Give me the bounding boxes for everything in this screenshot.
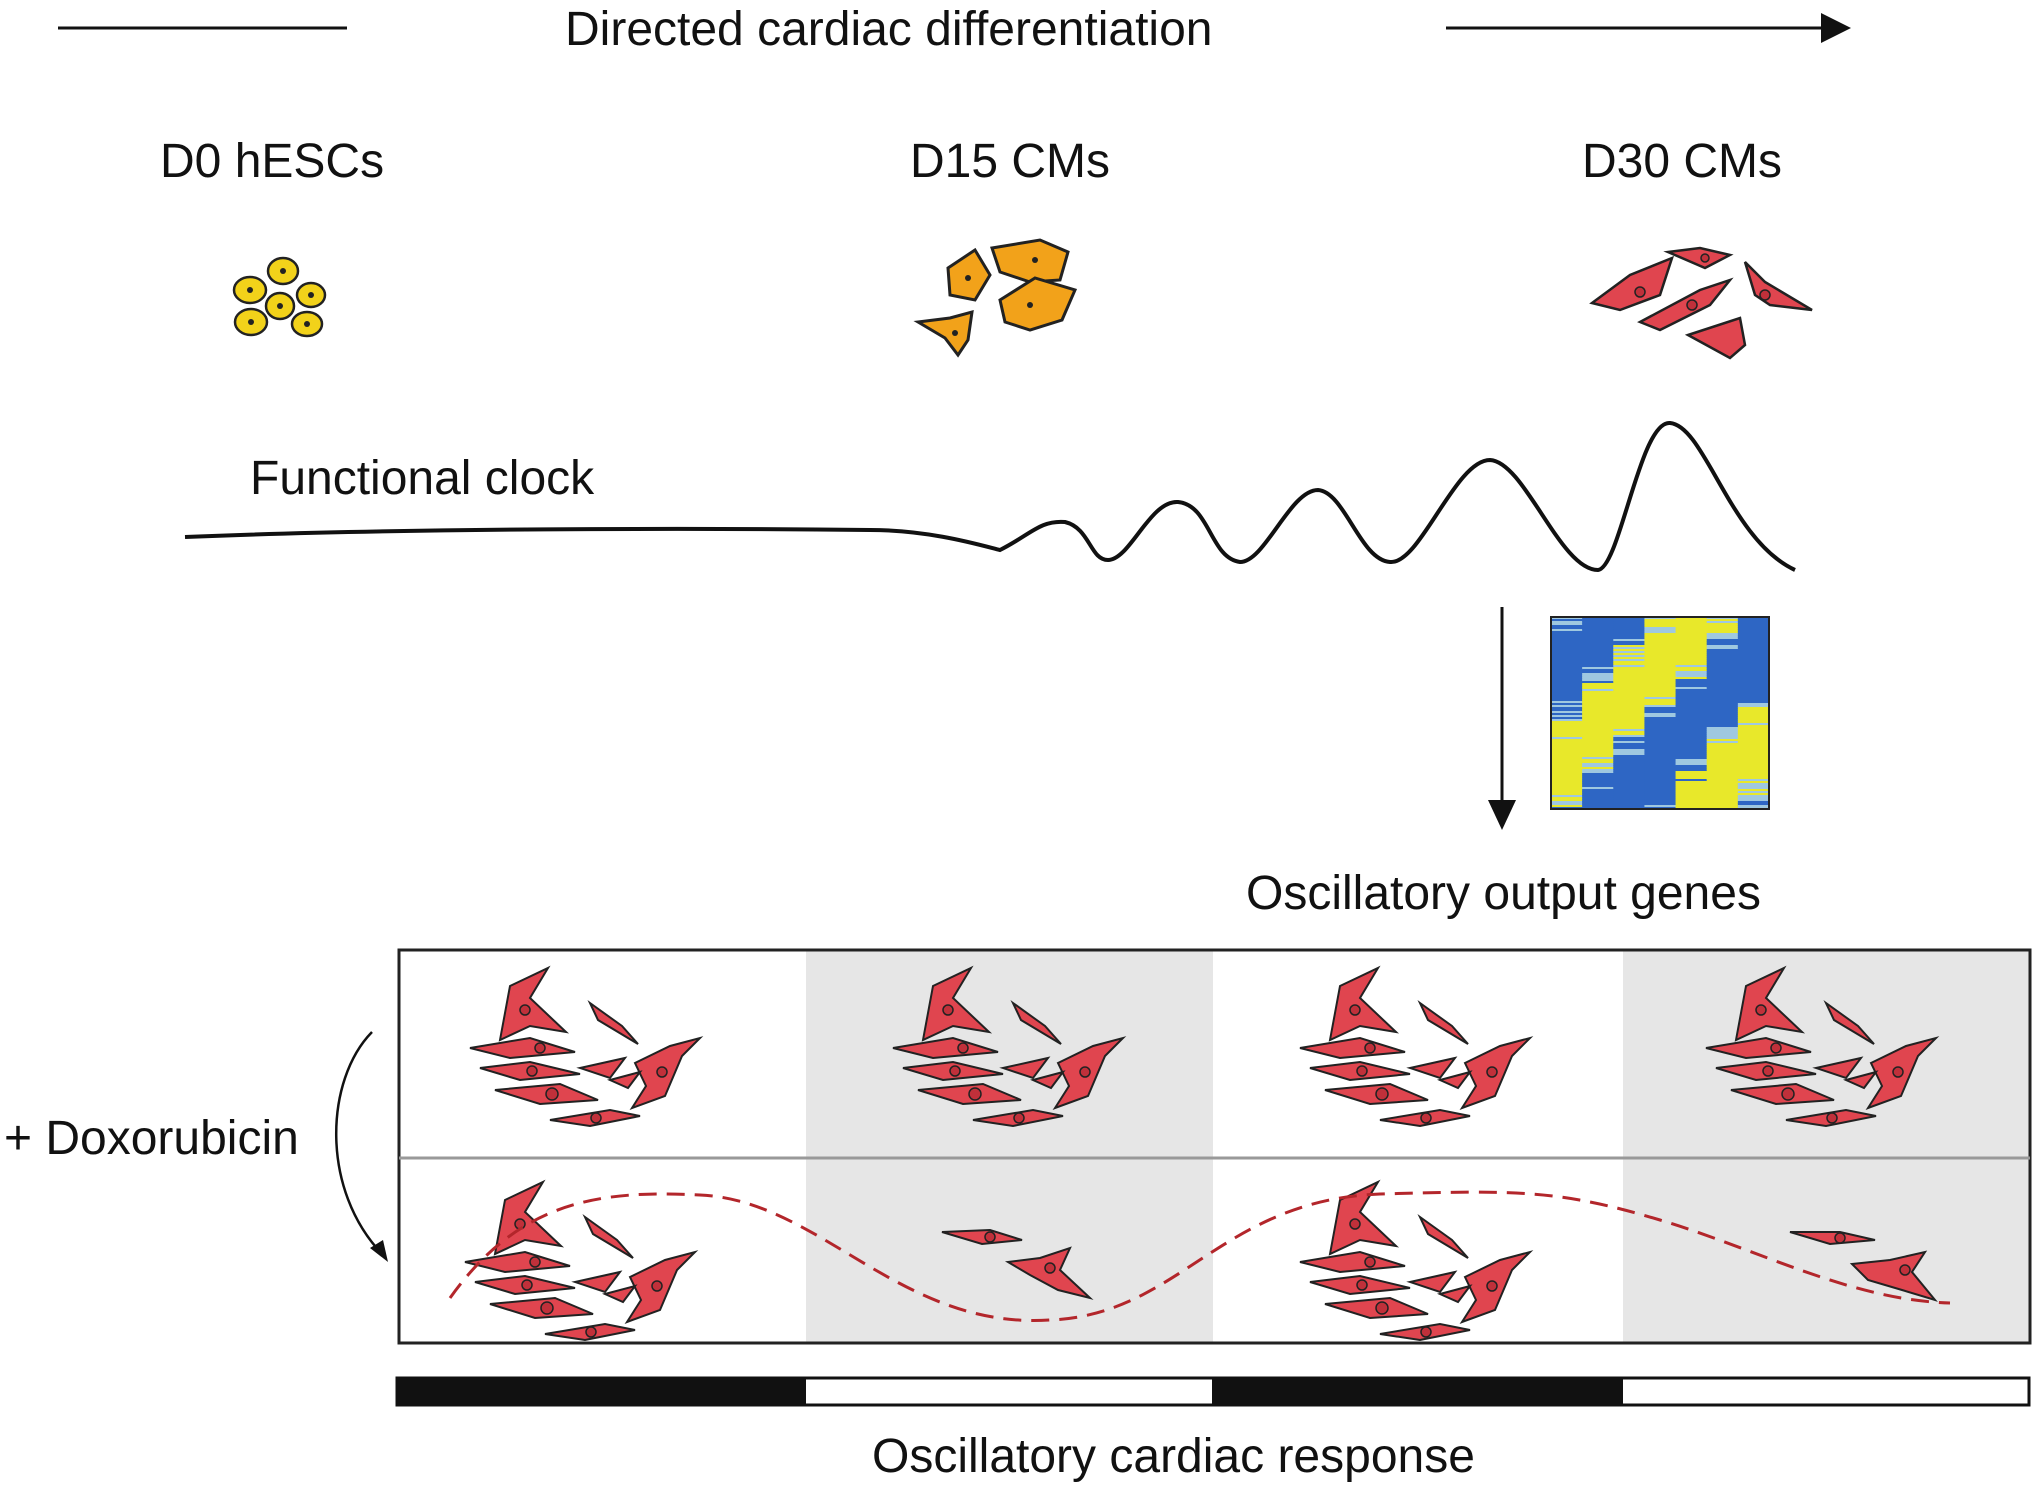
doxorubicin-arrow (335, 1031, 384, 1256)
sparse-cells-2 (1789, 1231, 1938, 1302)
response-bar (395, 1376, 2031, 1407)
functional-clock-label: Functional clock (250, 452, 595, 505)
treated-clusters (464, 1181, 1938, 1341)
stage-label-d15: D15 CMs (910, 135, 1111, 188)
doxorubicin-label: + Doxorubicin (4, 1112, 299, 1165)
heatmap (1550, 616, 1770, 810)
hesc-cells (232, 256, 327, 338)
sparse-cells-1 (941, 1228, 1094, 1300)
response-dashed-curve (448, 1190, 1951, 1323)
oscillatory-response-label: Oscillatory cardiac response (872, 1430, 1475, 1483)
response-bar-dark-1 (397, 1378, 806, 1405)
stage-label-d0: D0 hESCs (160, 135, 385, 188)
functional-clock-wave (184, 421, 1796, 573)
d30-cells (1589, 246, 1813, 360)
response-bar-dark-2 (1212, 1378, 1623, 1405)
oscillatory-genes-label: Oscillatory output genes (1246, 867, 1761, 920)
differentiation-title: Directed cardiac differentiation (565, 3, 1213, 56)
d15-cells (913, 238, 1078, 358)
stage-label-d30: D30 CMs (1582, 135, 1783, 188)
response-panel (397, 948, 2032, 1345)
genes-arrowhead (1488, 800, 1516, 830)
